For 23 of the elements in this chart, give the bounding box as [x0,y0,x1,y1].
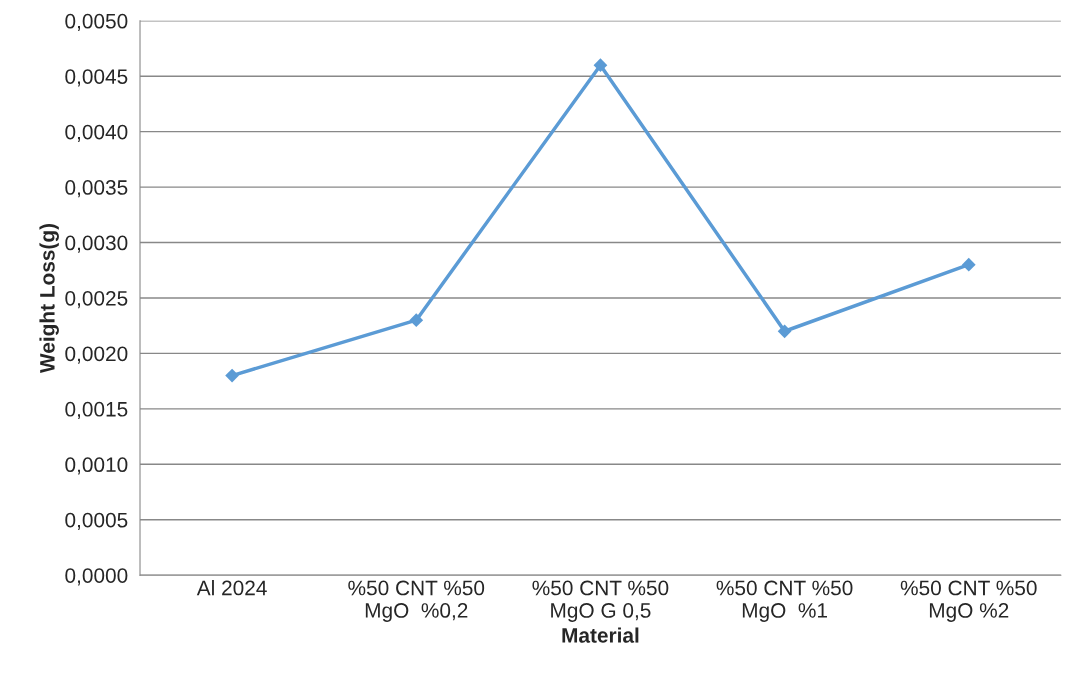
point [409,313,424,328]
point [593,58,608,73]
point [961,257,976,272]
y-tick-label: 0,0025 [65,290,128,309]
y-tick-label: 0,0035 [65,180,128,198]
y-axis-title: Weight Loss(g) [39,223,59,373]
x-tick-label: %50 CNT %50 MgO %0,2 [348,580,485,622]
y-tick-label: 0,0000 [65,568,128,586]
y-tick-label: 0,0005 [65,512,128,530]
x-tick-label: %50 CNT %50 MgO %1 [716,580,853,622]
y-tick-label: 0,0015 [65,401,128,420]
point [225,368,239,383]
y-tick-label: 0,0020 [65,346,128,364]
y-tick-label: 0,0040 [65,124,128,142]
x-tick-label: %50 CNT %50 MgO G 0,5 [532,580,669,622]
y-tick-label: 0,0010 [65,457,128,475]
y-tick-label: 0,0050 [65,13,128,31]
y-tick-label: 0,0045 [65,69,128,87]
x-tick-label: %50 CNT %50 MgO %2 [900,580,1037,622]
point [777,324,792,339]
x-tick-label: Al 2024 [196,580,267,596]
x-axis-title: Material [562,627,639,643]
y-tick-label: 0,0030 [65,235,128,253]
